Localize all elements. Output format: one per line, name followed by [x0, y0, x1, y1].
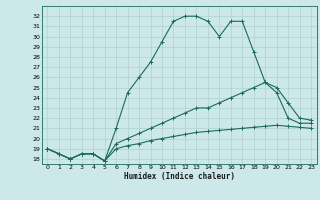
- X-axis label: Humidex (Indice chaleur): Humidex (Indice chaleur): [124, 172, 235, 181]
